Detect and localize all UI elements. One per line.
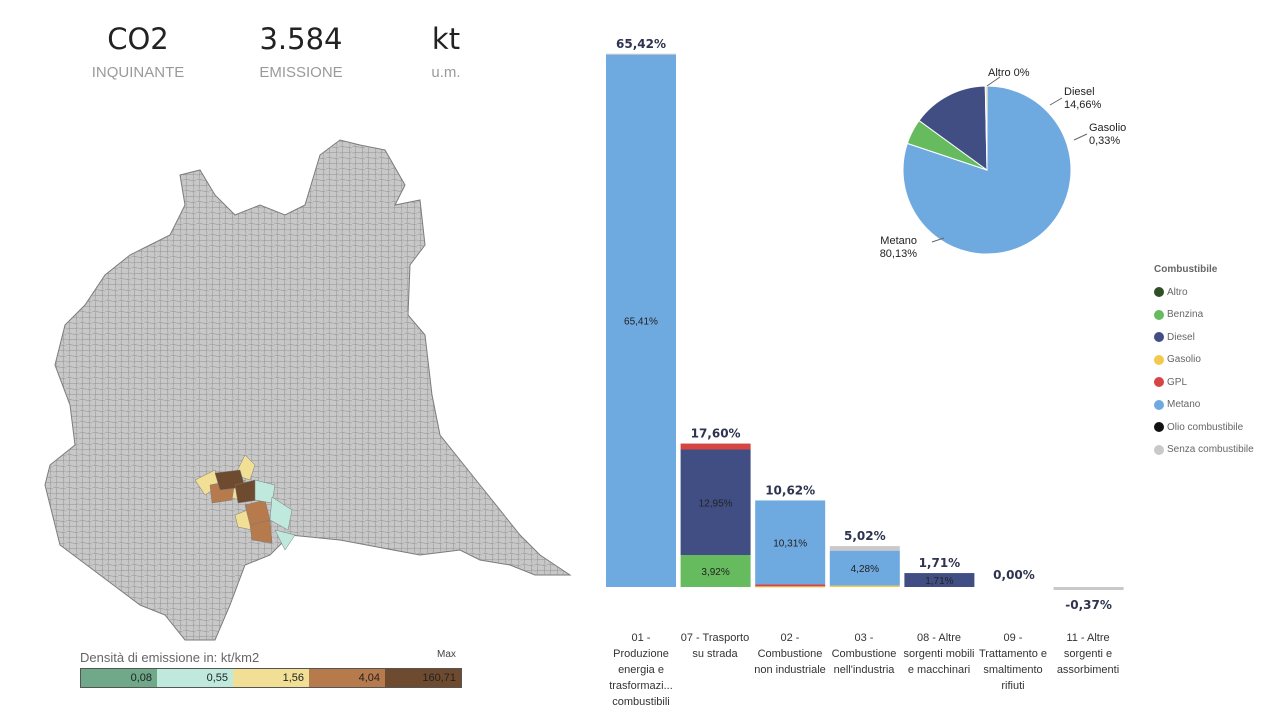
pie-slice[interactable]	[984, 85, 988, 171]
bar-segment[interactable]	[755, 584, 826, 587]
fuel-legend-label: GPL	[1167, 376, 1188, 388]
total-label: 10,62%	[765, 483, 815, 497]
segment-label: 12,95%	[699, 498, 733, 509]
segment-label: 1,71%	[925, 576, 953, 587]
total-label: 5,02%	[844, 529, 886, 543]
fuel-legend-item[interactable]: GPL	[1154, 371, 1254, 394]
fuel-legend: Combustibile Altro Benzina Diesel Gasolio GP…	[1154, 264, 1254, 461]
bar-segment[interactable]	[606, 53, 676, 55]
pie-leader-line	[986, 76, 1001, 87]
fuel-dot-icon	[1154, 377, 1164, 388]
fuel-legend-title: Combustibile	[1154, 264, 1218, 275]
fuel-dot-icon	[1154, 354, 1164, 365]
fuel-dot-icon	[1154, 332, 1164, 343]
fuel-dot-icon	[1154, 422, 1164, 433]
bar-segment[interactable]	[755, 586, 826, 588]
segment-label: 4,28%	[851, 564, 879, 575]
bar-segment[interactable]	[829, 546, 900, 551]
legend-bin-3: 1,56	[233, 669, 309, 687]
category-label: 03 - Combustione nell'industria	[831, 632, 897, 676]
total-label: 65,42%	[616, 37, 666, 51]
category-label: 11 - Altre sorgenti e assorbimenti	[1056, 632, 1120, 676]
kpi-inquinante: CO2 INQUINANTE	[68, 20, 208, 81]
fuel-legend-item[interactable]: Olio combustibile	[1154, 416, 1254, 439]
area-bin-mid	[269, 496, 293, 531]
segment-label: 10,31%	[773, 538, 807, 549]
map-legend-max: Max	[437, 649, 456, 660]
bar-segment[interactable]	[829, 550, 900, 586]
fuel-legend-label: Altro	[1167, 286, 1188, 298]
sector-bar-chart: 65,41% 65,42% 3,92% 12,95% 17,60% 10,31% 10,62…	[606, 37, 1124, 612]
kpi-label: INQUINANTE	[91, 64, 185, 81]
pie-label: Metano 80,13%	[880, 235, 918, 260]
category-label: 07 - Trasporto su strada	[680, 632, 750, 660]
kpi-label: EMISSIONE	[259, 64, 343, 81]
fuel-pie-chart: Metano 80,13% Diesel 14,66% Gasolio 0,33% Altr…	[880, 67, 1127, 260]
category-label: 02 - Combustione non industriale	[754, 632, 826, 676]
map-legend-title: Densità di emissione in: kt/km2	[80, 650, 260, 665]
bar-segment[interactable]	[680, 443, 751, 450]
legend-bin-5: 160,71	[385, 669, 461, 687]
bar-segment[interactable]	[1053, 587, 1124, 591]
fuel-legend-label: Benzina	[1167, 309, 1204, 321]
fuel-dot-icon	[1154, 309, 1164, 320]
kpi-value: 3.584	[259, 22, 343, 56]
pie-label: Altro 0%	[988, 67, 1030, 79]
total-label: -0,37%	[1065, 598, 1112, 612]
fuel-dot-icon	[1154, 444, 1164, 455]
category-label: 01 - Produzione energia e trasformazi...…	[609, 632, 673, 708]
pie-leader-line	[1073, 133, 1088, 141]
bar-segment[interactable]	[904, 573, 975, 587]
map-legend-scale: 0,08 0,55 1,56 4,04 160,71	[80, 668, 462, 688]
bar-segment[interactable]	[755, 500, 826, 585]
city-area	[194, 454, 296, 551]
kpi-label: u.m.	[431, 64, 461, 81]
total-label: 0,00%	[993, 568, 1035, 582]
fuel-legend-label: Senza combustibile	[1167, 444, 1254, 456]
fuel-dot-icon	[1154, 287, 1164, 298]
bar-segment[interactable]	[680, 449, 751, 556]
bar-segment[interactable]	[680, 555, 751, 587]
kpi-value: kt	[431, 22, 461, 56]
fuel-legend-item[interactable]: Diesel	[1154, 326, 1254, 349]
legend-bin-2: 0,55	[157, 669, 233, 687]
fuel-dot-icon	[1154, 399, 1164, 410]
fuel-legend-label: Metano	[1167, 399, 1201, 411]
pie-leader-line	[931, 237, 945, 243]
fuel-legend-label: Olio combustibile	[1167, 421, 1244, 433]
pie-leader-line	[1049, 97, 1063, 106]
kpi-emissione: 3.584 EMISSIONE	[231, 20, 371, 81]
total-label: 1,71%	[919, 556, 961, 570]
segment-label: 65,41%	[624, 316, 658, 327]
total-label: 17,60%	[691, 427, 741, 441]
area-bin-mid	[274, 529, 296, 551]
category-label: 08 - Altre sorgenti mobili e macchinari	[903, 632, 975, 676]
pie-label: Gasolio 0,33%	[1089, 122, 1126, 147]
municipal-boundaries	[45, 140, 570, 640]
segment-label: 3,92%	[701, 567, 729, 578]
region-map[interactable]	[40, 135, 580, 645]
fuel-legend-item[interactable]: Benzina	[1154, 304, 1254, 327]
pie-slice[interactable]	[918, 85, 988, 171]
area-bin-high	[249, 519, 273, 544]
bar-segment[interactable]	[606, 53, 676, 587]
fuel-legend-label: Diesel	[1167, 331, 1195, 343]
pie-label: Diesel 14,66%	[1064, 86, 1102, 111]
category-label: 09 - Trattamento e smaltimento rifiuti	[978, 632, 1048, 692]
legend-bin-1: 0,08	[81, 669, 157, 687]
fuel-legend-label: Gasolio	[1167, 354, 1201, 366]
kpi-unit: kt u.m.	[376, 20, 516, 81]
fuel-legend-item[interactable]: Gasolio	[1154, 349, 1254, 372]
kpi-value: CO2	[107, 22, 169, 56]
bar-segment[interactable]	[829, 585, 900, 587]
fuel-legend-item[interactable]: Metano	[1154, 394, 1254, 417]
legend-bin-4: 4,04	[309, 669, 385, 687]
fuel-legend-item[interactable]: Altro	[1154, 281, 1254, 304]
fuel-legend-item[interactable]: Senza combustibile	[1154, 439, 1254, 462]
